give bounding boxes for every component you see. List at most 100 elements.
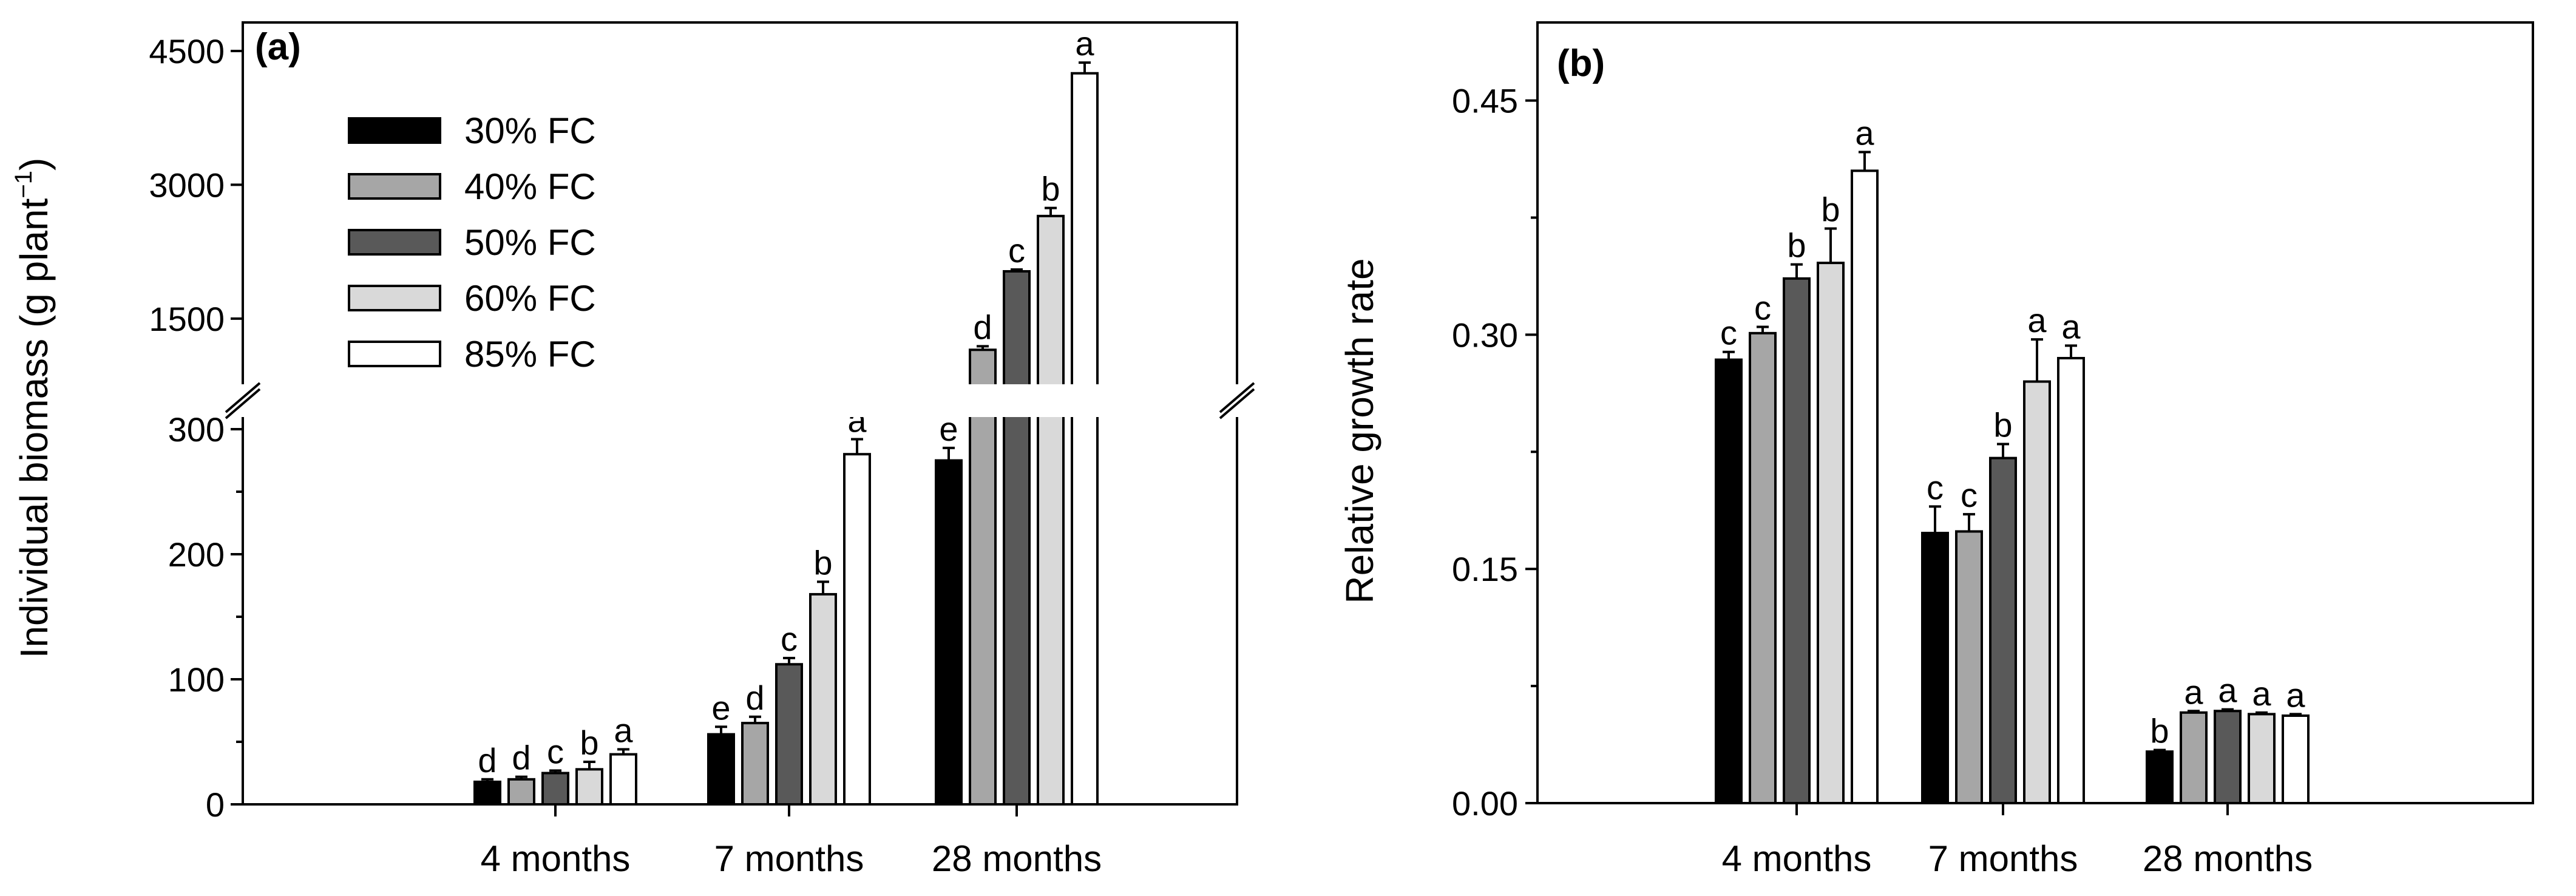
significance-letter: a [1855,114,1874,152]
significance-letter: b [813,543,832,582]
error-bar [583,760,595,770]
error-bar [1011,268,1023,271]
significance-letter: c [1961,476,1978,514]
error-bar [2222,708,2234,711]
error-bar [749,715,761,724]
y-tick-label: 200 [168,535,225,574]
bar [775,663,803,806]
x-tick-label: 4 months [1722,838,1872,879]
x-tick-label: 7 months [1928,838,2078,879]
axis-break-mark [225,382,261,413]
error-bar [2256,711,2268,714]
bar [1921,532,1949,804]
error-bar [2065,344,2077,358]
significance-letter: c [547,732,564,770]
significance-letter: a [614,711,633,749]
bar [609,753,637,806]
y-tick-label: 300 [168,410,225,449]
significance-letter: c [1754,289,1771,327]
legend-swatch [348,229,441,256]
panel-a-label: (a) [255,26,301,68]
error-bar [1045,206,1057,216]
axis-break-mark [1219,382,1255,413]
error-bar [1757,325,1769,333]
legend-swatch [348,285,441,311]
significance-letter: d [478,741,497,779]
error-bar [1723,350,1735,360]
bar [1715,358,1743,804]
error-bar [2290,713,2302,716]
legend-label: 60% FC [464,278,596,319]
error-bar [549,769,561,773]
y-tick-label: 4500 [149,32,225,70]
bar [741,722,769,806]
bar [1003,270,1031,806]
y-tick-label: 0.30 [1452,316,1518,354]
significance-letter: a [2027,301,2047,339]
error-bar [783,656,795,665]
legend-label: 40% FC [464,166,596,207]
error-bar [481,778,493,782]
significance-letter: d [973,308,992,346]
bar [2214,710,2242,804]
error-bar [977,345,989,350]
significance-letter: b [1787,226,1806,265]
bar [1989,456,2017,804]
bar [575,768,603,806]
bar [1037,214,1065,806]
bar [707,733,735,806]
error-bar [1791,263,1803,279]
y-tick-label: 1500 [149,300,225,338]
significance-letter: e [711,688,730,727]
x-tick-label: 4 months [481,838,631,879]
error-bar [851,438,863,455]
bar [1749,331,1777,804]
panel-b-label: (b) [1557,42,1605,84]
error-bar [1859,151,1871,171]
error-bar [2031,338,2043,382]
bar [1783,277,1811,805]
error-bar [943,446,955,461]
significance-letter: d [512,739,530,777]
error-bar [617,748,629,755]
significance-letter: c [1008,231,1025,270]
panel-b: Relative growth rate (b) 0.00 0.15 0.30 0.4… [1338,21,2534,879]
x-tick-label: 7 months [714,838,864,879]
error-bar [1929,505,1941,534]
legend-label: 30% FC [464,110,596,151]
bar [2248,713,2276,804]
axis-break-mark [225,388,261,419]
bar [809,592,837,806]
bar [1955,530,1983,804]
legend-label: 50% FC [464,222,596,263]
legend-swatch [348,117,441,144]
bar [935,459,963,806]
significance-letter: d [745,679,764,717]
y-tick-label: 0.45 [1452,82,1518,120]
error-bar [1997,443,2009,458]
legend-swatch [348,341,441,367]
legend-label: 85% FC [464,334,596,375]
panel-a: Individual biomass (g plant−1) (a) 0 100 2… [10,21,1261,879]
legend-swatch [348,173,441,200]
error-bar [1825,227,1837,263]
significance-letter: a [2184,673,2203,711]
bar [2057,356,2085,804]
bar [2023,380,2051,804]
significance-letter: b [580,724,598,762]
panel-b-y-axis-title: Relative growth rate [1338,258,1381,603]
significance-letter: b [1041,170,1060,208]
x-tick-label: 28 months [2143,838,2313,879]
significance-letter: a [2061,307,2081,345]
bar [473,780,501,806]
bar [969,348,997,806]
error-bar [1079,61,1091,73]
error-bar [715,725,727,735]
bar [507,778,535,806]
significance-letter: c [1720,314,1737,352]
significance-letter: b [2150,712,2169,750]
significance-letter: c [1927,468,1944,506]
error-bar [2154,748,2166,752]
bar [2180,711,2208,804]
